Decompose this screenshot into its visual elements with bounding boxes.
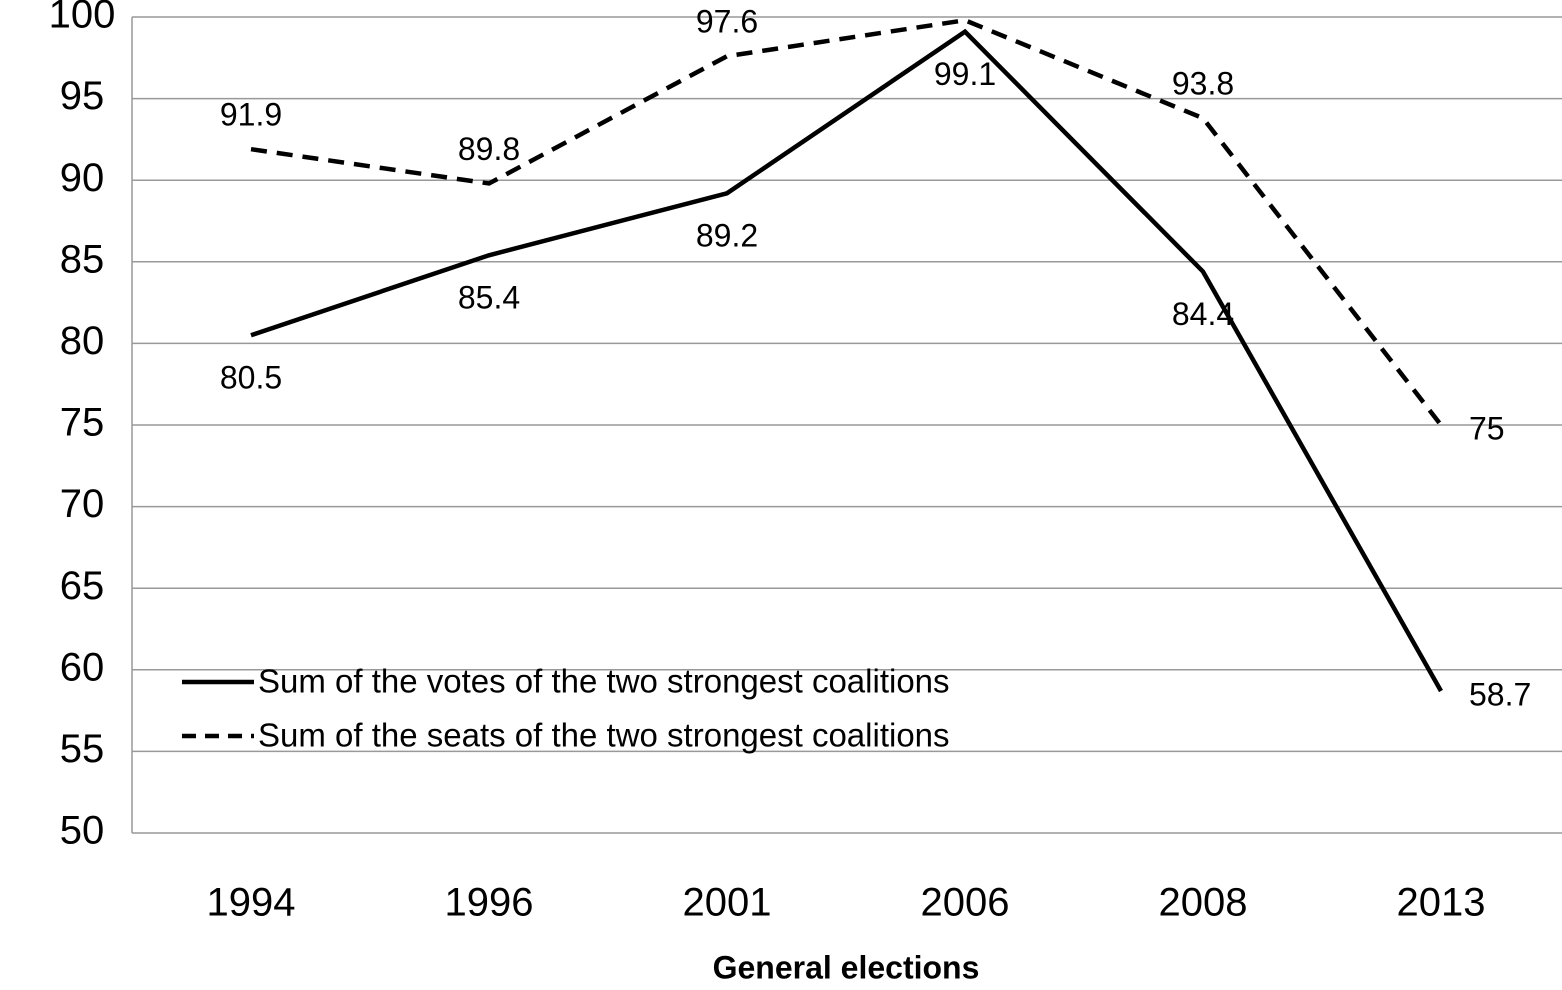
legend-label: Sum of the seats of the two strongest co… xyxy=(258,717,950,754)
y-tick-label: 100 xyxy=(49,0,116,37)
data-label: 75 xyxy=(1469,410,1505,446)
y-tick-label: 85 xyxy=(60,237,105,281)
x-tick-label: 2001 xyxy=(683,881,772,925)
x-axis-title: General elections xyxy=(713,949,980,985)
data-label: 89.2 xyxy=(696,218,758,254)
y-tick-label: 90 xyxy=(60,156,105,200)
y-tick-label: 95 xyxy=(60,74,105,118)
data-label: 99.1 xyxy=(934,56,996,92)
data-label: 80.5 xyxy=(220,360,282,396)
data-label: 93.8 xyxy=(1172,66,1234,102)
y-tick-label: 80 xyxy=(60,319,105,363)
data-label: 97.6 xyxy=(696,4,758,40)
x-tick-label: 1994 xyxy=(207,881,296,925)
data-label: 89.8 xyxy=(458,131,520,167)
y-tick-label: 70 xyxy=(60,482,105,526)
x-tick-label: 2006 xyxy=(921,881,1010,925)
data-label: 84.4 xyxy=(1172,296,1234,332)
x-tick-label: 2013 xyxy=(1397,881,1486,925)
data-label: 91.9 xyxy=(220,97,282,133)
data-label: 85.4 xyxy=(458,280,520,316)
y-tick-label: 60 xyxy=(60,645,105,689)
y-tick-label: 65 xyxy=(60,564,105,608)
data-label: 99.8 xyxy=(934,0,996,4)
y-tick-label: 75 xyxy=(60,401,105,445)
x-tick-label: 2008 xyxy=(1159,881,1248,925)
x-tick-label: 1996 xyxy=(445,881,534,925)
y-tick-label: 50 xyxy=(60,809,105,853)
line-series xyxy=(250,28,1443,693)
line-series xyxy=(250,17,1443,427)
data-label: 58.7 xyxy=(1469,676,1531,712)
y-tick-label: 55 xyxy=(60,727,105,771)
legend-label: Sum of the votes of the two strongest co… xyxy=(258,663,950,700)
